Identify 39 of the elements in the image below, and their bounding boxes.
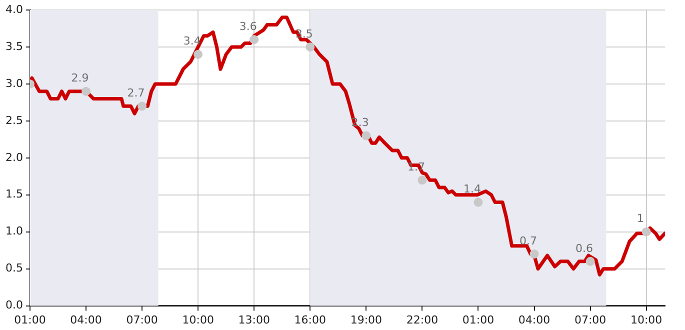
x-tick-label: 04:00: [518, 313, 550, 326]
point: [586, 256, 595, 266]
point: [474, 198, 483, 207]
y-tick-label: 3.5: [6, 40, 23, 53]
data-label: 3.6: [239, 20, 257, 33]
x-tick-label: 07:00: [574, 313, 606, 326]
data-label: 2.7: [127, 86, 145, 100]
y-tick-label: 0.5: [6, 262, 23, 275]
x-tick-label: 10:00: [630, 313, 662, 326]
point: [306, 42, 315, 52]
point: [82, 86, 91, 96]
point: [194, 50, 203, 59]
point: [418, 176, 427, 185]
y-tick-label: 2.0: [6, 150, 23, 164]
data-label: 1: [636, 212, 644, 226]
x-tick-label: 13:00: [238, 313, 270, 326]
data-label: 1.4: [463, 182, 481, 196]
x-tick-label: 22:00: [406, 313, 438, 326]
y-tick-label: 1.0: [6, 224, 23, 238]
point: [642, 227, 651, 236]
data-label: 0.7: [520, 234, 538, 248]
x-tick-label: 01:00: [462, 313, 494, 326]
y-tick-label: 4.0: [6, 2, 23, 16]
x-tick-label: 16:00: [294, 313, 326, 326]
x-tick-label: 10:00: [182, 313, 214, 326]
y-tick-label: 0.0: [6, 298, 23, 312]
data-label: 2.9: [71, 72, 89, 85]
point: [530, 250, 539, 259]
x-tick-label: 07:00: [126, 313, 158, 326]
y-tick-label: 2.5: [6, 114, 23, 127]
x-tick-label: 19:00: [350, 313, 382, 326]
point: [138, 102, 147, 111]
y-tick-label: 3.0: [6, 76, 23, 90]
point: [250, 35, 259, 44]
x-tick-label: 04:00: [70, 313, 102, 326]
y-tick-label: 1.5: [6, 188, 23, 201]
point: [362, 131, 371, 140]
data-label: 0.6: [576, 242, 594, 255]
x-tick-label: 01:00: [14, 313, 46, 326]
